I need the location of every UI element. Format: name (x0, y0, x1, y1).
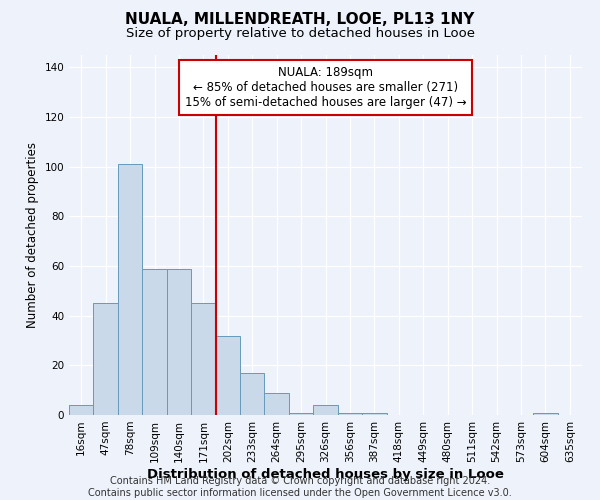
Bar (533, 412, 557, 415)
Text: Size of property relative to detached houses in Looe: Size of property relative to detached ho… (125, 28, 475, 40)
Bar (313, 405, 338, 415)
Bar (191, 304, 215, 415)
Text: Contains HM Land Registry data © Crown copyright and database right 2024.
Contai: Contains HM Land Registry data © Crown c… (88, 476, 512, 498)
Text: NUALA: 189sqm
← 85% of detached houses are smaller (271)
15% of semi-detached ho: NUALA: 189sqm ← 85% of detached houses a… (185, 66, 466, 109)
Bar (142, 268, 167, 415)
Bar (167, 268, 191, 415)
Bar (240, 373, 265, 415)
Bar (69, 405, 94, 415)
Bar (289, 412, 313, 415)
Y-axis label: Number of detached properties: Number of detached properties (26, 142, 39, 328)
Bar (265, 392, 289, 415)
Bar (215, 336, 240, 415)
Bar (118, 164, 142, 415)
Bar (338, 412, 362, 415)
Bar (94, 304, 118, 415)
Text: NUALA, MILLENDREATH, LOOE, PL13 1NY: NUALA, MILLENDREATH, LOOE, PL13 1NY (125, 12, 475, 28)
X-axis label: Distribution of detached houses by size in Looe: Distribution of detached houses by size … (147, 468, 504, 480)
Bar (362, 412, 386, 415)
